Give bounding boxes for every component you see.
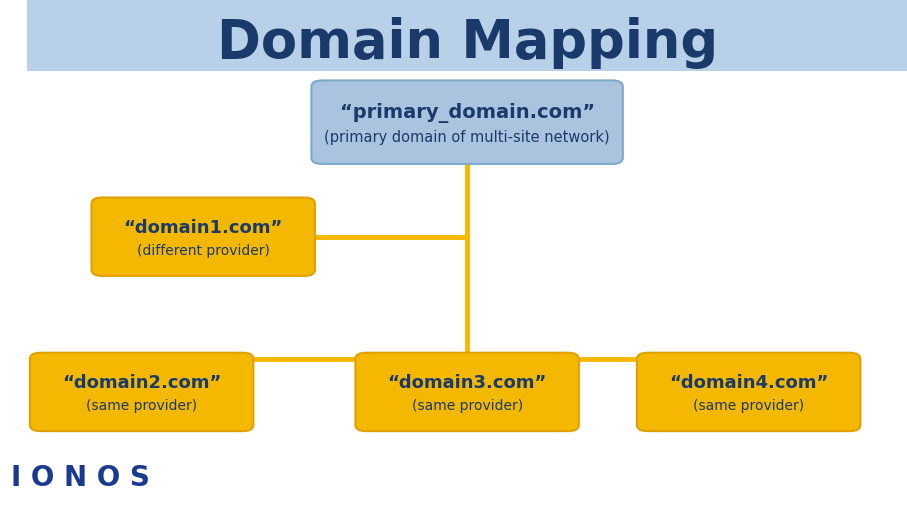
Text: (different provider): (different provider) — [137, 244, 269, 258]
Text: “domain2.com”: “domain2.com” — [62, 374, 221, 392]
FancyBboxPatch shape — [311, 80, 623, 164]
FancyBboxPatch shape — [356, 353, 579, 431]
Text: (same provider): (same provider) — [693, 400, 805, 413]
Text: (same provider): (same provider) — [86, 400, 197, 413]
FancyBboxPatch shape — [27, 0, 907, 71]
Text: Domain Mapping: Domain Mapping — [217, 17, 717, 69]
Text: “primary_domain.com”: “primary_domain.com” — [339, 103, 595, 123]
Text: (primary domain of multi-site network): (primary domain of multi-site network) — [325, 130, 610, 146]
FancyBboxPatch shape — [30, 353, 253, 431]
Text: “domain4.com”: “domain4.com” — [669, 374, 828, 392]
Text: “domain1.com”: “domain1.com” — [123, 219, 283, 237]
FancyBboxPatch shape — [637, 353, 861, 431]
Text: (same provider): (same provider) — [412, 400, 522, 413]
FancyBboxPatch shape — [92, 197, 315, 276]
Text: “domain3.com”: “domain3.com” — [387, 374, 547, 392]
Text: I O N O S: I O N O S — [11, 464, 150, 493]
